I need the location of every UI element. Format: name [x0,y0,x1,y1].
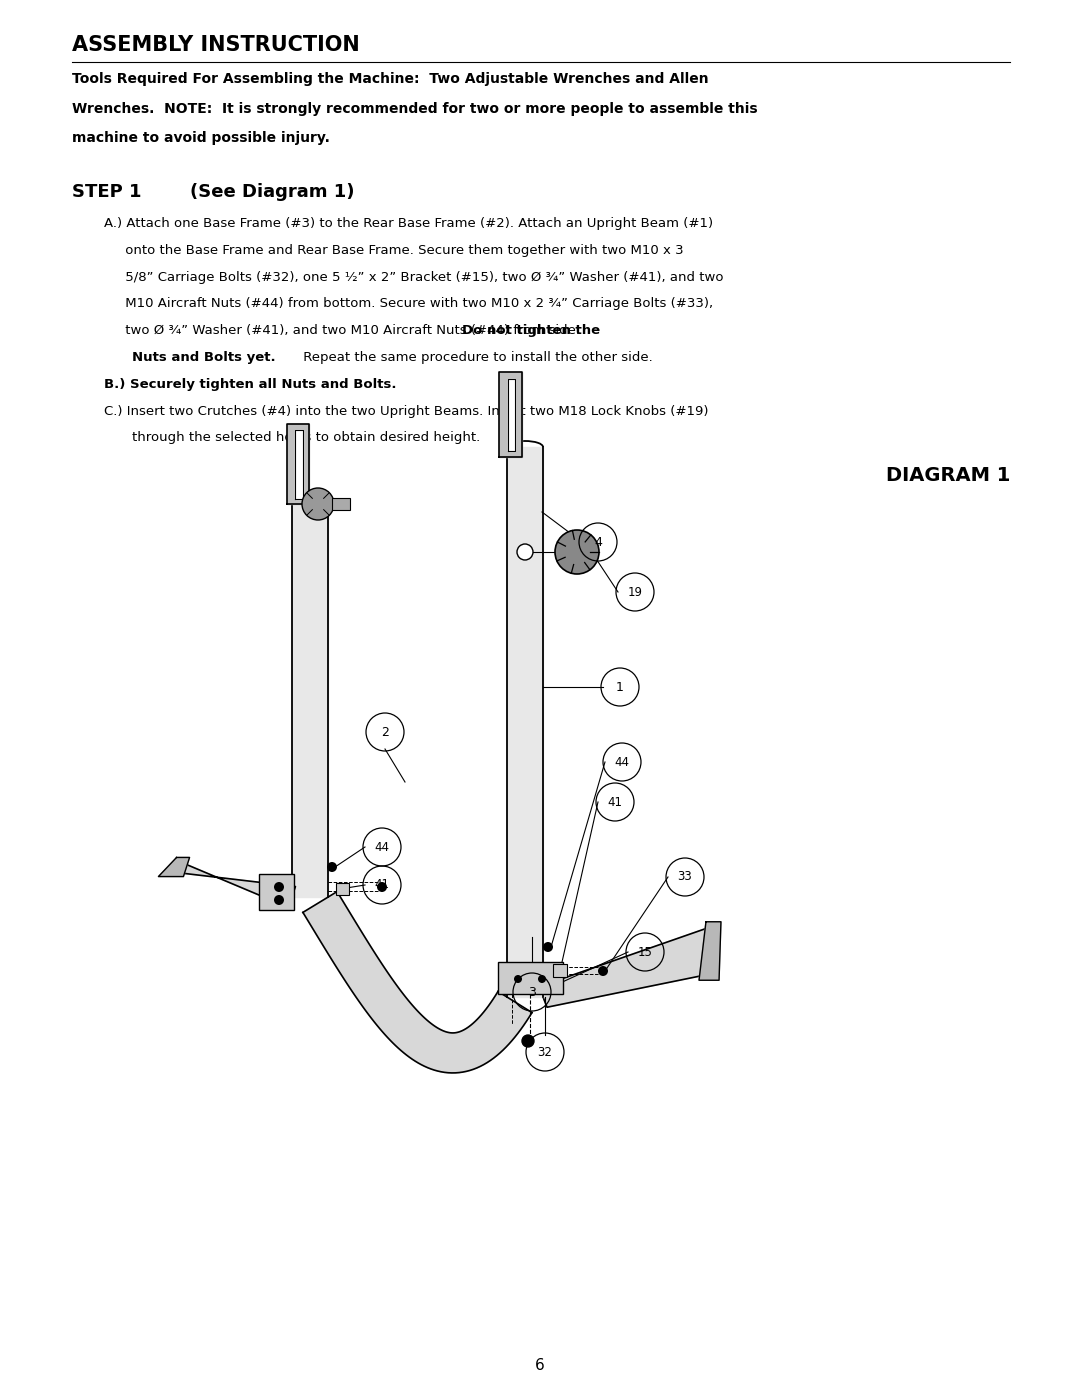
Text: machine to avoid possible injury.: machine to avoid possible injury. [72,131,329,145]
Text: 6: 6 [535,1358,545,1372]
Text: Nuts and Bolts yet.: Nuts and Bolts yet. [132,351,275,365]
Circle shape [302,488,334,520]
Text: DIAGRAM 1: DIAGRAM 1 [886,467,1010,485]
Bar [553,964,567,977]
Circle shape [543,942,553,951]
Polygon shape [159,858,190,876]
Text: onto the Base Frame and Rear Base Frame. Secure them together with two M10 x 3: onto the Base Frame and Rear Base Frame.… [104,244,684,257]
Text: 19: 19 [627,585,643,598]
Text: 44: 44 [615,756,630,768]
Text: Repeat the same procedure to install the other side.: Repeat the same procedure to install the… [299,351,652,365]
Text: 2: 2 [381,725,389,739]
Circle shape [538,975,546,983]
Polygon shape [539,926,711,1007]
Polygon shape [295,430,303,499]
Polygon shape [507,447,543,997]
Text: 33: 33 [677,870,692,883]
Text: Do not tighten the: Do not tighten the [462,324,600,337]
Text: 4: 4 [594,535,602,549]
Text: STEP 1: STEP 1 [72,183,141,201]
Circle shape [517,543,534,560]
Circle shape [274,895,284,905]
Circle shape [514,975,522,983]
Text: B.) Securely tighten all Nuts and Bolts.: B.) Securely tighten all Nuts and Bolts. [104,377,396,391]
Polygon shape [699,922,721,981]
Text: 41: 41 [375,879,390,891]
Text: 3: 3 [528,985,536,999]
Polygon shape [292,502,328,897]
Bar [332,497,350,510]
Text: Tools Required For Assembling the Machine:  Two Adjustable Wrenches and Allen: Tools Required For Assembling the Machin… [72,73,708,87]
Bar [336,883,349,895]
Text: 15: 15 [637,946,652,958]
Circle shape [522,1035,534,1046]
Text: 41: 41 [607,795,622,809]
Text: C.) Insert two Crutches (#4) into the two Upright Beams. Insert two M18 Lock Kno: C.) Insert two Crutches (#4) into the tw… [104,405,708,418]
Text: ASSEMBLY INSTRUCTION: ASSEMBLY INSTRUCTION [72,35,360,54]
Polygon shape [302,891,532,1073]
Text: (See Diagram 1): (See Diagram 1) [190,183,354,201]
Circle shape [598,965,608,977]
Text: 1: 1 [616,680,624,693]
Text: through the selected holes to obtain desired height.: through the selected holes to obtain des… [132,432,481,444]
Circle shape [274,882,284,893]
Polygon shape [508,379,515,451]
Polygon shape [499,372,522,457]
Text: M10 Aircraft Nuts (#44) from bottom. Secure with two M10 x 2 ¾” Carriage Bolts (: M10 Aircraft Nuts (#44) from bottom. Sec… [104,298,713,310]
Circle shape [377,882,387,893]
Bar [498,963,563,995]
Bar [259,875,294,909]
Text: Wrenches.  NOTE:  It is strongly recommended for two or more people to assemble : Wrenches. NOTE: It is strongly recommend… [72,102,758,116]
Text: 44: 44 [375,841,390,854]
Polygon shape [287,425,309,504]
Text: 32: 32 [538,1045,553,1059]
Polygon shape [168,862,296,908]
Text: two Ø ¾” Washer (#41), and two M10 Aircraft Nuts (#44) from side.: two Ø ¾” Washer (#41), and two M10 Aircr… [104,324,584,337]
Text: 5/8” Carriage Bolts (#32), one 5 ½” x 2” Bracket (#15), two Ø ¾” Washer (#41), a: 5/8” Carriage Bolts (#32), one 5 ½” x 2”… [104,271,724,284]
Circle shape [555,529,599,574]
Circle shape [327,862,337,872]
Text: A.) Attach one Base Frame (#3) to the Rear Base Frame (#2). Attach an Upright Be: A.) Attach one Base Frame (#3) to the Re… [104,217,713,231]
